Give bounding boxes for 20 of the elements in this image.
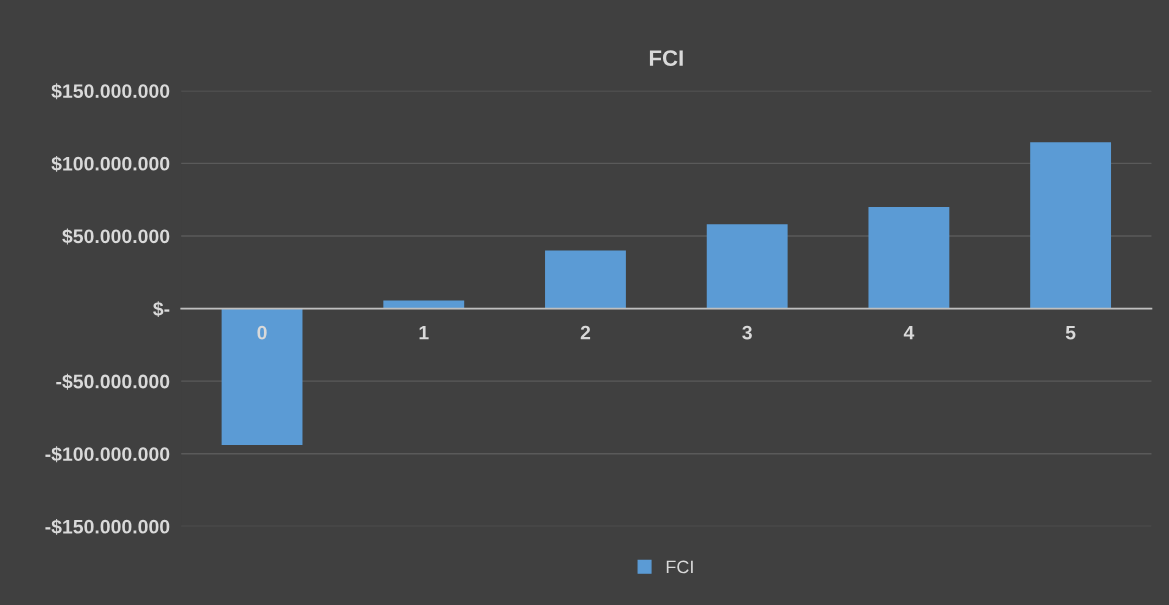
y-tick-label: $50.000.000 [62, 228, 170, 245]
x-tick-label: 2 [580, 325, 591, 340]
y-tick-label: $100.000.000 [51, 155, 170, 172]
bar [868, 206, 950, 309]
y-tick-label: -$50.000.000 [56, 373, 170, 390]
y-tick-label: $- [153, 301, 170, 318]
x-tick-label: 5 [1065, 325, 1076, 340]
x-tick-label: 0 [257, 325, 267, 340]
y-tick-label: -$100.000.000 [45, 446, 170, 463]
x-tick-label: 4 [903, 325, 915, 340]
y-tick-label: $150.000.000 [51, 83, 170, 100]
y-tick-label: -$150.000.000 [45, 518, 170, 535]
x-tick-label: 3 [742, 325, 752, 340]
bar [706, 224, 788, 309]
bar [1030, 142, 1112, 309]
chart-title: FCI [649, 50, 683, 66]
bar [221, 308, 303, 446]
x-tick-label: 1 [419, 325, 429, 340]
bar [545, 250, 626, 309]
legend-label: FCI [666, 560, 693, 574]
